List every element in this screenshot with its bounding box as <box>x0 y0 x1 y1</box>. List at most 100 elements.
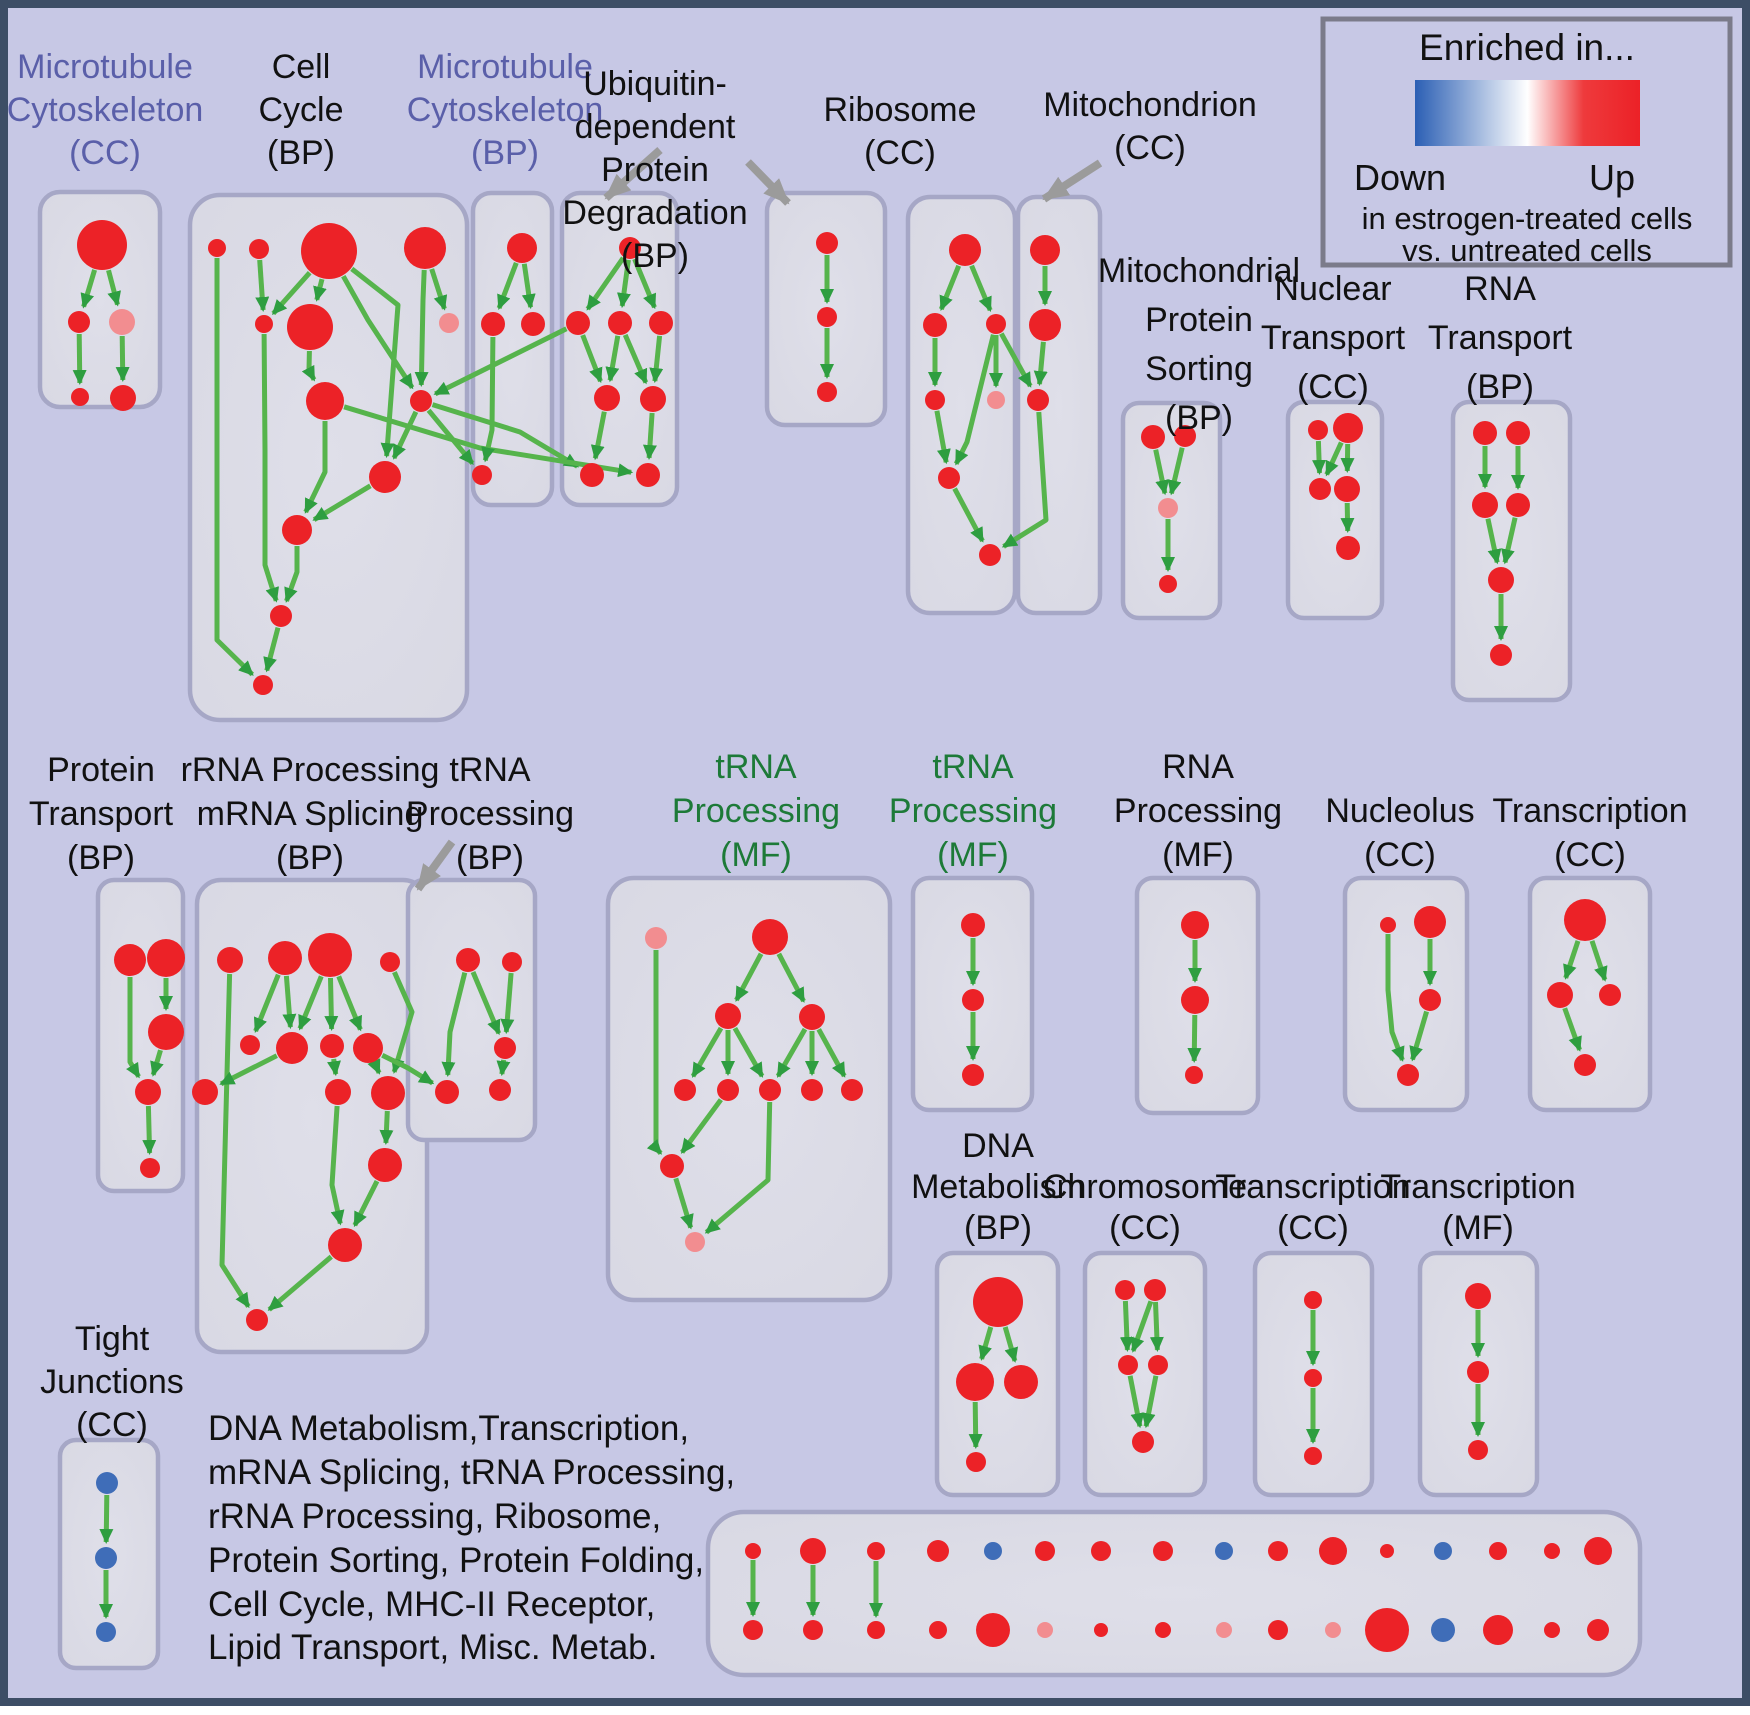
edge-arrow <box>999 332 1033 388</box>
gene-node-v1 <box>816 232 838 254</box>
edge-arrow <box>341 274 415 390</box>
edge-arrow <box>80 269 97 309</box>
callout-arrows <box>414 147 1103 892</box>
cluster-label: Mitochondrial <box>1098 252 1300 290</box>
gene-node-nn3 <box>1419 989 1441 1011</box>
gene-node-f3 <box>715 1003 741 1029</box>
gene-node-u5 <box>594 385 620 411</box>
cluster-label: Protein <box>47 751 155 789</box>
gene-node-c11 <box>282 515 312 545</box>
edge-arrow <box>1127 1375 1145 1429</box>
cluster-label: Sorting <box>1145 350 1253 388</box>
gene-node-t6 <box>1490 644 1512 666</box>
cluster-label: (BP) <box>276 839 344 877</box>
edge-arrow <box>952 487 985 543</box>
edge-arrow <box>126 977 141 1079</box>
edge-arrow <box>253 973 281 1033</box>
gene-node-wt10 <box>1268 1541 1288 1561</box>
gene-node-g8 <box>353 1033 383 1063</box>
cluster-label: Ubiquitin- <box>583 65 727 103</box>
cluster-box-dna-metabolism <box>934 1250 1061 1498</box>
edge-arrow <box>775 1027 808 1078</box>
cluster-box-nuclear-transport <box>1285 399 1385 621</box>
edge-arrow <box>632 258 657 310</box>
gene-node-t4 <box>1506 493 1530 517</box>
nodes <box>68 220 1621 1652</box>
legend-gradient-bar <box>1415 80 1640 146</box>
cluster-label: (CC) <box>1109 1209 1181 1247</box>
gene-node-q3 <box>1309 478 1331 500</box>
edge-arrow <box>106 269 121 307</box>
gene-node-w1 <box>1181 911 1209 939</box>
cluster-label: (BP) <box>1165 399 1233 437</box>
gene-node-wt16 <box>1584 1537 1612 1565</box>
gene-node-pt3 <box>148 1014 184 1050</box>
gene-node-r1 <box>949 234 981 266</box>
gene-node-f1 <box>645 927 667 949</box>
gene-node-d2 <box>956 1363 994 1401</box>
gene-node-wb13 <box>1431 1618 1455 1642</box>
gene-node-wt8 <box>1153 1541 1173 1561</box>
gene-node-h2 <box>502 952 522 972</box>
edge-arrow <box>816 1028 847 1078</box>
cluster-label: Cytoskeleton <box>7 91 204 129</box>
gene-node-e1 <box>1465 1283 1491 1309</box>
gene-node-f7 <box>759 1079 781 1101</box>
edge-arrow <box>969 264 993 313</box>
edge-arrow <box>500 972 515 1035</box>
cluster-label: (CC) <box>1277 1209 1349 1247</box>
gene-node-wb4 <box>929 1621 947 1639</box>
cluster-box-microtubule-cc <box>37 189 163 410</box>
gene-node-t1 <box>1473 421 1497 445</box>
gene-node-d1 <box>973 1277 1023 1327</box>
gene-node-c13 <box>253 675 273 695</box>
gene-node-a2 <box>68 311 90 333</box>
cluster-label: (CC) <box>1364 836 1436 874</box>
cluster-label: Cytoskeleton <box>407 91 604 129</box>
edge-arrow <box>303 421 328 514</box>
edge-arrow <box>680 1098 723 1154</box>
gene-node-c5 <box>255 315 273 333</box>
gene-node-c10 <box>369 461 401 493</box>
edge-arrow <box>441 971 468 1077</box>
gene-node-g3 <box>308 933 352 977</box>
gene-node-j2 <box>95 1547 117 1569</box>
gene-node-r3 <box>986 314 1006 334</box>
edge-arrow <box>968 1401 983 1449</box>
gene-node-f10 <box>660 1154 684 1178</box>
gene-node-wb2 <box>803 1620 823 1640</box>
gene-node-wt14 <box>1489 1542 1507 1560</box>
cluster-label: Cell <box>272 48 331 86</box>
cluster-label: (MF) <box>1162 836 1234 874</box>
cluster-box-mixed-strip <box>705 1509 1643 1678</box>
footer-note-line: Cell Cycle, MHC-II Receptor, <box>208 1585 655 1624</box>
gene-node-wt12 <box>1380 1544 1394 1558</box>
gene-node-x3 <box>1027 389 1049 411</box>
gene-node-wt9 <box>1215 1542 1233 1560</box>
gene-node-r5 <box>987 391 1005 409</box>
gene-node-g4 <box>380 952 400 972</box>
gene-node-g9 <box>192 1079 218 1105</box>
cluster-label: RNA <box>1162 748 1234 786</box>
edge-arrow <box>1002 1326 1019 1363</box>
label-pointer-arrow <box>745 159 791 206</box>
gene-node-f6 <box>717 1079 739 1101</box>
edge-arrow <box>642 412 657 460</box>
edge-arrow <box>115 335 130 382</box>
cluster-label: Protein <box>601 151 709 189</box>
edge-arrow <box>255 259 270 312</box>
gene-node-g6 <box>276 1032 308 1064</box>
edge-arrow <box>734 952 764 1002</box>
gene-node-f9 <box>841 1079 863 1101</box>
gene-node-k5 <box>1132 1431 1154 1453</box>
footer-note-line: Protein Sorting, Protein Folding, <box>208 1541 704 1580</box>
cluster-label: (CC) <box>1554 836 1626 874</box>
gene-node-wt7 <box>1091 1541 1111 1561</box>
edge-arrow <box>284 546 300 603</box>
gene-node-e3 <box>1468 1440 1488 1460</box>
edge-arrow <box>585 256 626 311</box>
gene-node-s2 <box>962 989 984 1011</box>
gene-node-y1 <box>1304 1291 1322 1309</box>
